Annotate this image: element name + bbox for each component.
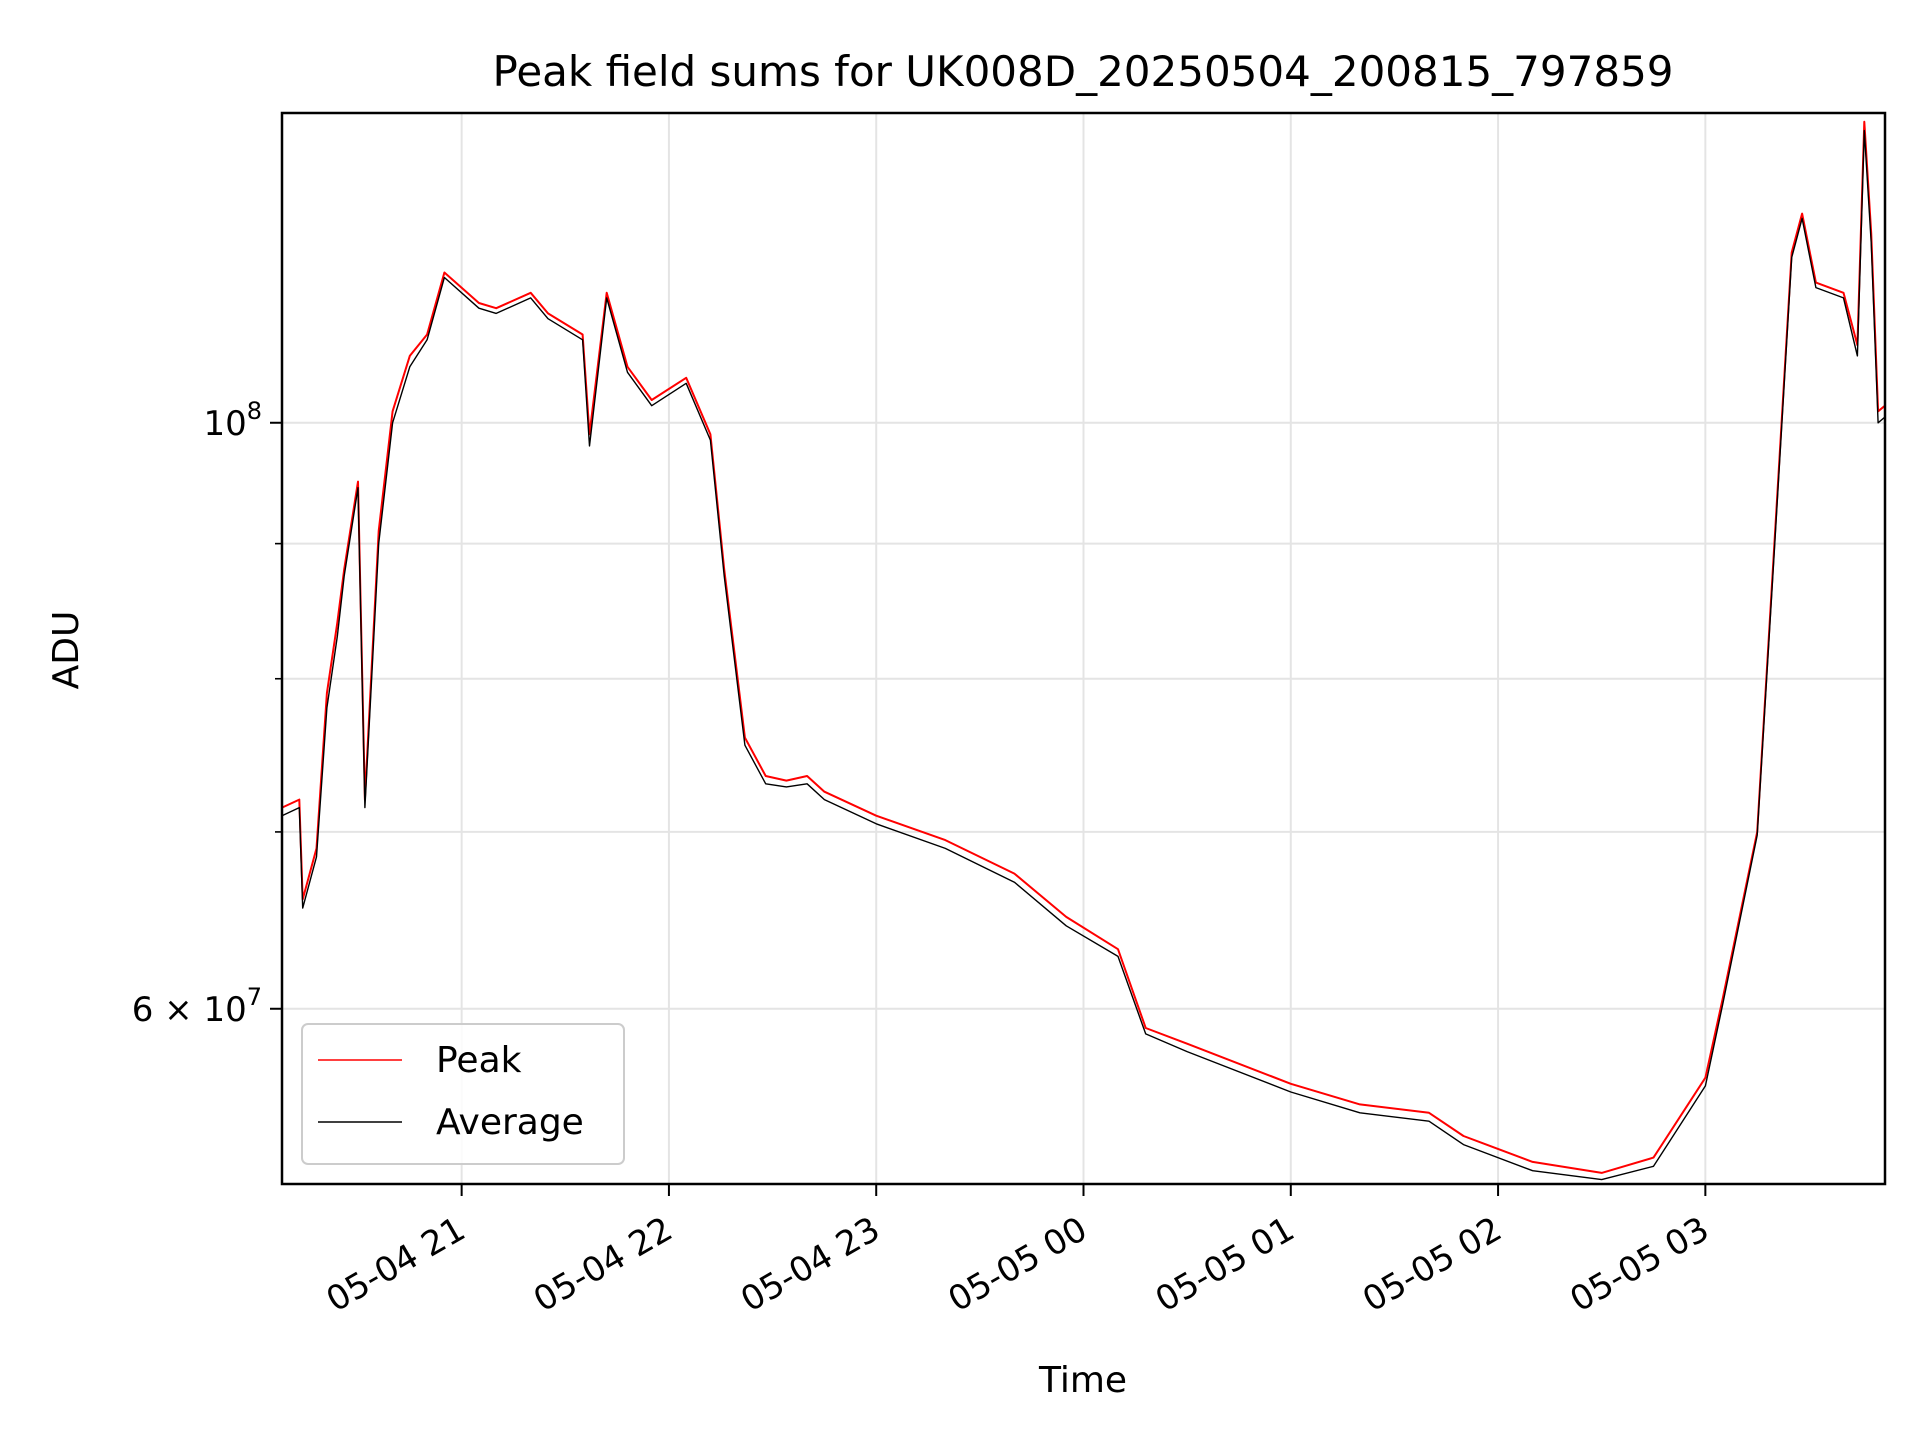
legend-label-average: Average [436,1102,584,1143]
legend: Peak Average [301,1023,625,1165]
x-tick-label: 05-04 21 [320,1209,472,1320]
x-tick-label: 05-05 01 [1149,1209,1301,1320]
y-tick-label: 6 × 107 [132,983,262,1030]
chart-title: Peak field sums for UK008D_20250504_2008… [492,47,1673,96]
plot-lines [281,120,1886,1181]
x-tick-label: 05-04 23 [734,1209,886,1320]
y-tick-label: 108 [203,397,262,444]
legend-box [301,1023,625,1165]
x-tick-label: 05-05 00 [942,1209,1094,1320]
grid-lines [282,113,1885,1184]
x-tick-label: 05-04 22 [527,1209,679,1320]
legend-label-peak: Peak [436,1040,522,1081]
series-line-average [281,129,1886,1181]
x-axis-label: Time [1038,1360,1127,1401]
x-tick-label: 05-05 03 [1563,1209,1715,1320]
x-axis-ticks: 05-04 21 05-04 22 05-04 23 05-05 00 05-05 01… [320,1184,1716,1320]
y-axis-ticks: 6 × 107 108 [132,397,282,1030]
x-tick-label: 05-05 02 [1356,1209,1508,1320]
y-axis-label: ADU [46,611,87,690]
